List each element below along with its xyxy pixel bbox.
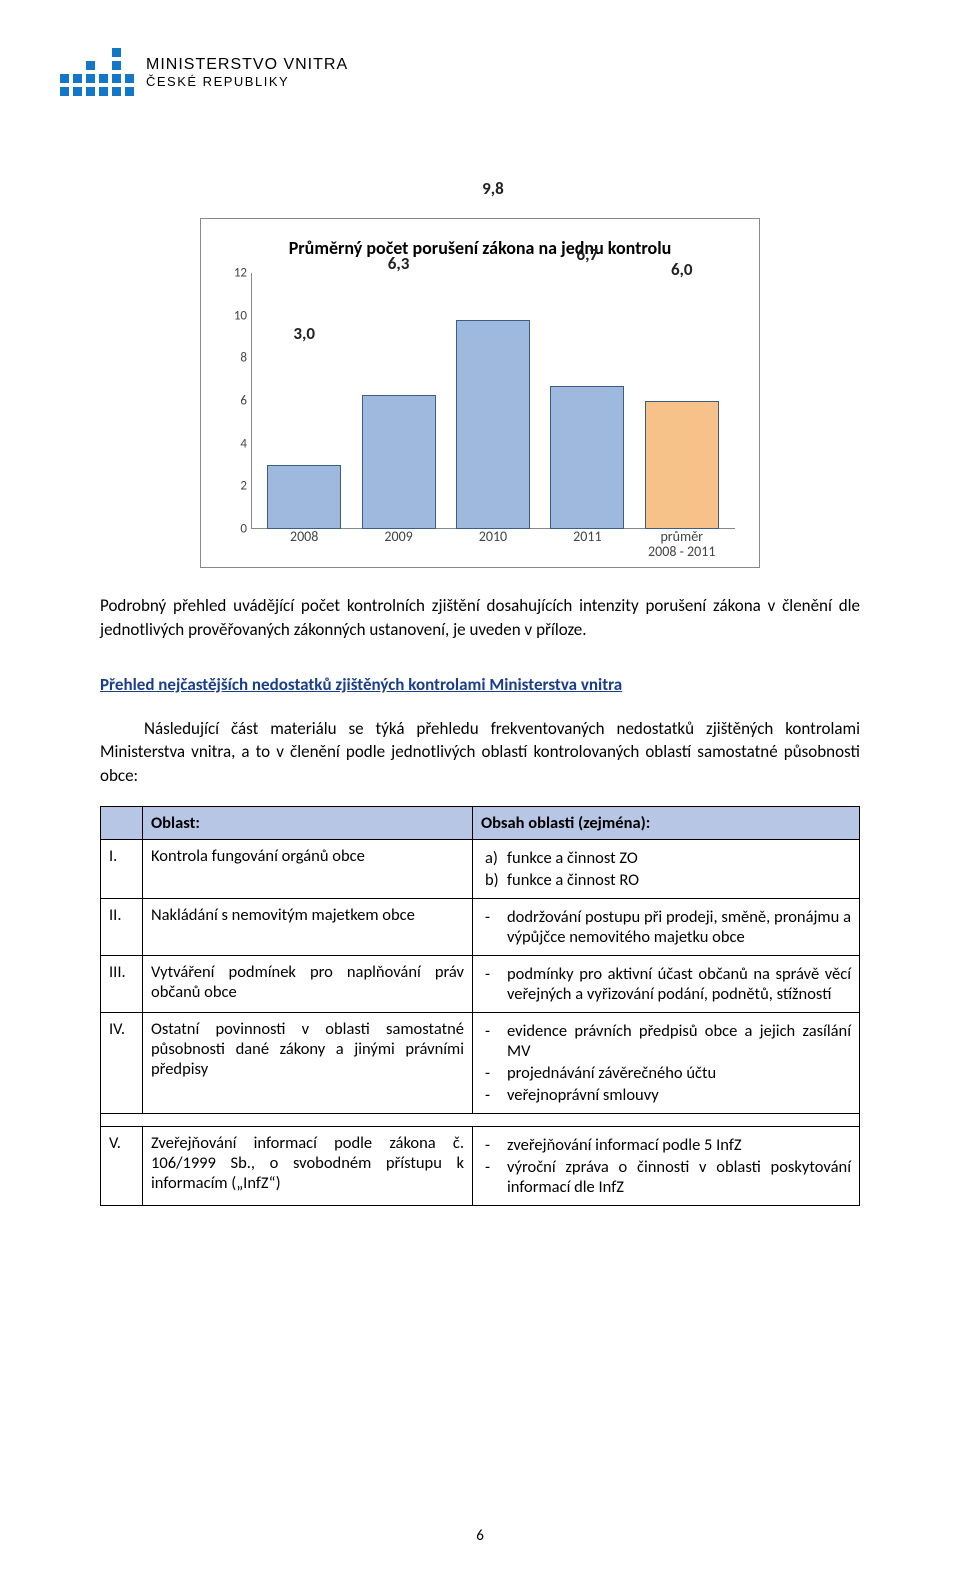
chart-ytick: 6 [240,394,247,409]
chart-ytick: 10 [234,308,247,323]
chart-ytick: 0 [240,522,247,537]
table-separator [101,1113,860,1126]
chart-xtick: 2009 [362,529,436,553]
table-content-item: funkce a činnost RO [481,870,851,890]
th-content: Obsah oblasti (zejména): [473,806,860,839]
logo-dots [60,48,134,96]
table-cell-idx: I. [101,839,143,898]
table-row: II.Nakládání s nemovitým majetkem obcedo… [101,898,860,955]
para-intro: Podrobný přehled uvádějící počet kontrol… [100,594,860,642]
table-cell-area: Zveřejňování informací podle zákona č. 1… [143,1126,473,1205]
chart-bar-slot: 6,3 [362,395,436,529]
section-heading: Přehled nejčastějších nedostatků zjištěn… [100,674,860,695]
logo-line2: ČESKÉ REPUBLIKY [146,74,348,89]
table-cell-content: zveřejňování informací podle 5 InfZvýroč… [473,1126,860,1205]
chart-bar-label: 3,0 [267,323,341,344]
chart-ytick: 4 [240,436,247,451]
table-cell-area: Ostatní povinnosti v oblasti samostatné … [143,1012,473,1113]
chart-xtick: průměr 2008 - 2011 [645,529,719,553]
chart-bar [362,395,436,529]
page-number: 6 [0,1527,960,1545]
table-header-row: Oblast: Obsah oblasti (zejména): [101,806,860,839]
chart-xtick: 2011 [550,529,624,553]
chart-bar [267,465,341,529]
chart-bars: 3,0 6,3 9,8 6,7 6,0 [251,273,735,529]
ministry-logo: MINISTERSTVO VNITRA ČESKÉ REPUBLIKY [60,48,348,96]
chart-bar-label: 6,0 [645,259,719,280]
chart-bar-slot: 3,0 [267,465,341,529]
chart-ytick: 12 [234,266,247,281]
chart-xaxis: 2008 2009 2010 2011 průměr 2008 - 2011 [251,529,735,553]
chart-bar-label: 6,7 [550,244,624,265]
chart-frame: Průměrný počet porušení zákona na jednu … [200,218,760,568]
chart-plot: 024681012 3,06,39,86,76,0 20082009201020… [251,273,735,553]
chart-yaxis: 024681012 [225,273,251,529]
table-content-item: výroční zpráva o činnosti v oblasti posk… [481,1157,851,1197]
table-content-item: podmínky pro aktivní účast občanů na spr… [481,964,851,1004]
chart-xtick: 2010 [456,529,530,553]
table-cell-idx: II. [101,898,143,955]
table-cell-content: funkce a činnost ZOfunkce a činnost RO [473,839,860,898]
table-content-item: projednávání závěrečného účtu [481,1063,851,1083]
table-row: III.Vytváření podmínek pro naplňování pr… [101,955,860,1012]
para-table-intro: Následující část materiálu se týká přehl… [100,717,860,788]
logo-text: MINISTERSTVO VNITRA ČESKÉ REPUBLIKY [146,56,348,89]
chart-xtick: 2008 [267,529,341,553]
chart-ytick: 2 [240,479,247,494]
table-content-item: zveřejňování informací podle 5 InfZ [481,1135,851,1155]
table-cell-content: dodržování postupu při prodeji, směně, p… [473,898,860,955]
table-row: IV.Ostatní povinnosti v oblasti samostat… [101,1012,860,1113]
chart-title: Průměrný počet porušení zákona na jednu … [225,237,735,259]
chart-bar [645,401,719,529]
logo-line1: MINISTERSTVO VNITRA [146,56,348,74]
table-cell-content: podmínky pro aktivní účast občanů na spr… [473,955,860,1012]
table-cell-area: Nakládání s nemovitým majetkem obce [143,898,473,955]
chart-bar-slot: 6,7 [550,386,624,529]
th-area: Oblast: [143,806,473,839]
chart-bar-label: 6,3 [362,253,436,274]
table-cell-content: evidence právních předpisů obce a jejich… [473,1012,860,1113]
table-content-item: evidence právních předpisů obce a jejich… [481,1021,851,1061]
chart-bar [456,320,530,529]
th-idx [101,806,143,839]
areas-table: Oblast: Obsah oblasti (zejména): I.Kontr… [100,806,860,1206]
table-content-item: veřejnoprávní smlouvy [481,1085,851,1105]
table-row: V.Zveřejňování informací podle zákona č.… [101,1126,860,1205]
chart-bar-label: 9,8 [456,178,530,199]
table-cell-area: Kontrola fungování orgánů obce [143,839,473,898]
table-row: I.Kontrola fungování orgánů obcefunkce a… [101,839,860,898]
chart-bar-slot: 9,8 [456,320,530,529]
table-cell-idx: IV. [101,1012,143,1113]
table-cell-area: Vytváření podmínek pro naplňování práv o… [143,955,473,1012]
table-cell-idx: III. [101,955,143,1012]
chart-bar [550,386,624,529]
chart-ytick: 8 [240,351,247,366]
chart-bar-slot: 6,0 [645,401,719,529]
table-content-item: funkce a činnost ZO [481,848,851,868]
table-cell-idx: V. [101,1126,143,1205]
table-content-item: dodržování postupu při prodeji, směně, p… [481,907,851,947]
